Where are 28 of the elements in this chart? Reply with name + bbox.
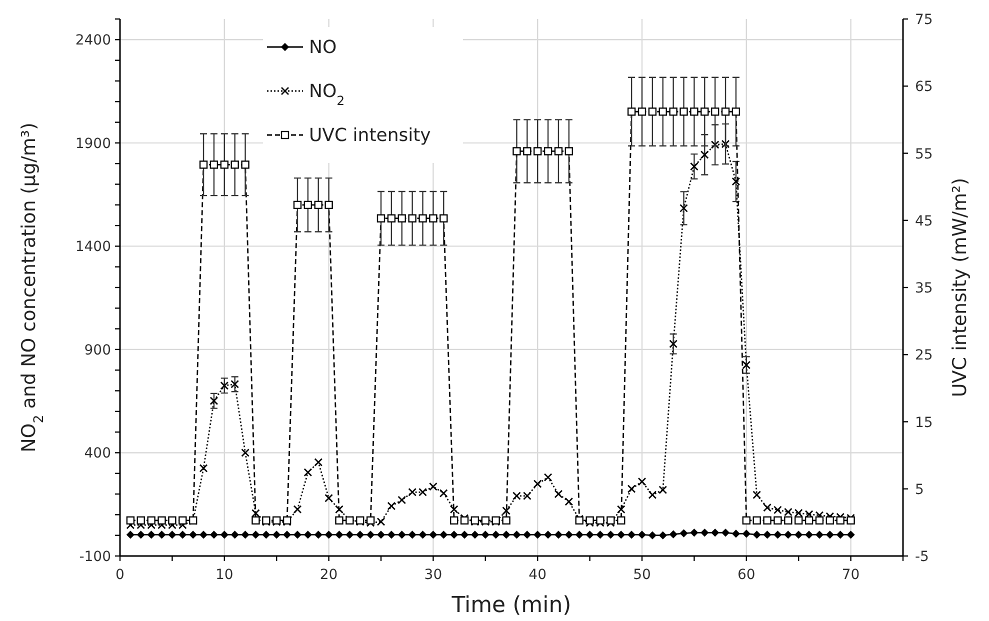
y-tick-label: 900 [84, 342, 111, 358]
x-tick-label: 60 [737, 567, 756, 583]
legend-label: NO$_{2}$ [309, 81, 345, 108]
x-tick-label: 50 [633, 567, 651, 583]
y2-tick-label: 65 [915, 79, 933, 96]
x-axis-title: Time (min) [450, 593, 572, 618]
y2-tick-label: 35 [915, 280, 933, 296]
y-tick-label: -100 [79, 549, 111, 565]
y2-tick-label: 75 [915, 12, 933, 28]
legend-label: NO [309, 37, 337, 58]
y-tick-label: 1400 [75, 239, 111, 256]
x-tick-label: 10 [215, 567, 234, 583]
x-tick-label: 30 [424, 567, 442, 583]
y2-tick-label: 25 [915, 348, 933, 364]
y-tick-label: 2400 [75, 32, 111, 49]
x-tick-label: 40 [528, 567, 547, 583]
y2-tick-label: 5 [915, 482, 924, 498]
y2-axis-title: UVC intensity (mW/m²) [949, 178, 971, 398]
y2-tick-label: 15 [915, 414, 933, 431]
legend-label: UVC intensity [309, 125, 432, 146]
y2-tick-label: -5 [915, 549, 929, 565]
x-tick-label: 20 [320, 567, 338, 583]
y-tick-label: 400 [84, 446, 111, 462]
x-tick-label: 70 [842, 567, 860, 583]
y2-tick-label: 55 [915, 146, 933, 162]
x-tick-label: 0 [116, 567, 124, 583]
y2-tick-label: 45 [915, 213, 933, 230]
y-tick-label: 1900 [75, 136, 111, 152]
